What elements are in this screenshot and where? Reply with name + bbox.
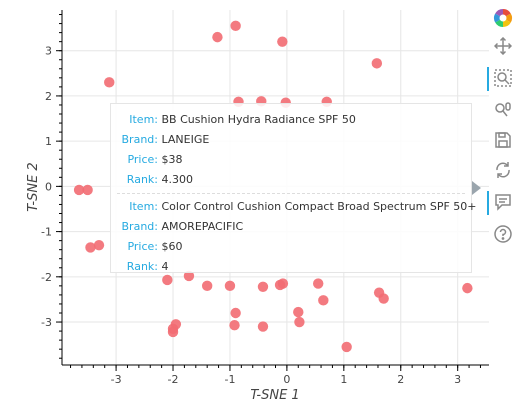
tooltip-item: Item: BB Cushion Hydra Radiance SPF 50 Br…	[111, 110, 471, 190]
tooltip-item: Item: Color Control Cushion Compact Broa…	[111, 197, 477, 277]
toolbar	[487, 0, 518, 409]
tooltip-key: Rank:	[126, 173, 158, 186]
y-tick-label: -3	[41, 316, 52, 329]
tooltip-value: LANEIGE	[158, 133, 210, 146]
tooltip-row: Price: $60	[119, 237, 471, 257]
save-tool-icon[interactable]	[491, 128, 515, 152]
data-point[interactable]	[257, 321, 269, 332]
hover-tool-icon[interactable]	[487, 190, 515, 215]
data-point[interactable]	[224, 280, 236, 292]
data-point[interactable]	[293, 306, 304, 318]
data-point[interactable]	[318, 295, 329, 306]
data-point[interactable]	[162, 274, 173, 286]
x-tick-label: -2	[168, 373, 179, 386]
tooltip-row: Item: Color Control Cushion Compact Broa…	[119, 197, 476, 217]
tooltip-value: 4	[158, 260, 169, 273]
y-tick-label: 1	[45, 135, 52, 148]
data-points[interactable]	[73, 20, 473, 353]
data-point[interactable]	[167, 326, 179, 338]
tooltip-key: Brand:	[121, 220, 158, 233]
y-axis-label: T-SNE 2	[26, 162, 41, 211]
box-zoom-tool-icon[interactable]	[487, 66, 515, 91]
tooltip-row: Brand: AMOREPACIFIC	[119, 217, 471, 237]
tooltip-key: Item:	[129, 200, 158, 213]
tooltip-value: 4.300	[158, 173, 193, 186]
tooltip-separator	[117, 193, 465, 194]
data-point[interactable]	[212, 31, 223, 43]
tooltip-key: Price:	[127, 240, 158, 253]
y-tick-label: 0	[45, 180, 52, 193]
data-point[interactable]	[462, 282, 473, 294]
data-point[interactable]	[183, 270, 195, 282]
pan-tool-icon[interactable]	[491, 34, 515, 58]
x-tick-label: 3	[454, 373, 461, 386]
tooltip-value: $60	[158, 240, 183, 253]
reset-tool-icon[interactable]	[491, 158, 515, 182]
tooltip-value: AMOREPACIFIC	[158, 220, 244, 233]
data-point[interactable]	[257, 281, 269, 292]
data-point[interactable]	[277, 278, 289, 289]
y-tick-label: -2	[41, 271, 52, 284]
data-point[interactable]	[294, 316, 305, 328]
data-point[interactable]	[104, 77, 115, 88]
tooltip-row: Rank: 4.300	[119, 170, 471, 190]
data-point[interactable]	[371, 58, 383, 69]
data-point[interactable]	[341, 341, 352, 353]
tooltip-row: Price: $38	[119, 150, 471, 170]
tooltip-row: Rank: 4	[119, 257, 471, 277]
tooltip-pointer	[472, 181, 481, 195]
data-point[interactable]	[73, 184, 85, 196]
data-point[interactable]	[277, 36, 288, 47]
y-tick-label: 2	[45, 90, 52, 103]
x-tick-label: 1	[340, 373, 347, 386]
bokeh-logo-icon	[491, 6, 515, 30]
x-axis-label: T-SNE 1	[250, 388, 299, 403]
data-point[interactable]	[229, 320, 240, 331]
data-point[interactable]	[378, 293, 389, 304]
tooltip-key: Item:	[129, 113, 158, 126]
tooltip-key: Price:	[127, 153, 158, 166]
y-tick-label: 3	[45, 45, 52, 58]
data-point[interactable]	[313, 278, 324, 289]
y-tick-label: -1	[41, 226, 52, 239]
tooltip-value: Color Control Cushion Compact Broad Spec…	[158, 200, 477, 213]
tooltip-key: Rank:	[126, 260, 158, 273]
tooltip-key: Brand:	[121, 133, 158, 146]
data-point[interactable]	[201, 280, 213, 292]
tooltip-row: Brand: LANEIGE	[119, 130, 471, 150]
axes: -3 -2 -1 0 1 2 3 -3 -2 -1 0 1 2 3	[41, 10, 489, 386]
data-point[interactable]	[85, 242, 96, 253]
data-point[interactable]	[93, 239, 105, 251]
help-tool-icon[interactable]	[491, 222, 515, 246]
x-tick-label: 2	[397, 373, 404, 386]
x-tick-label: -1	[224, 373, 235, 386]
data-point[interactable]	[82, 184, 93, 196]
hover-tooltip: Item: BB Cushion Hydra Radiance SPF 50 Br…	[110, 103, 477, 273]
data-point[interactable]	[230, 20, 241, 32]
tooltip-value: $38	[158, 153, 183, 166]
x-tick-label: 0	[283, 373, 290, 386]
tooltip-value: BB Cushion Hydra Radiance SPF 50	[158, 113, 356, 126]
wheel-zoom-tool-icon[interactable]	[491, 98, 515, 122]
data-point[interactable]	[230, 307, 241, 319]
tooltip-row: Item: BB Cushion Hydra Radiance SPF 50	[119, 110, 471, 130]
x-tick-label: -3	[111, 373, 122, 386]
